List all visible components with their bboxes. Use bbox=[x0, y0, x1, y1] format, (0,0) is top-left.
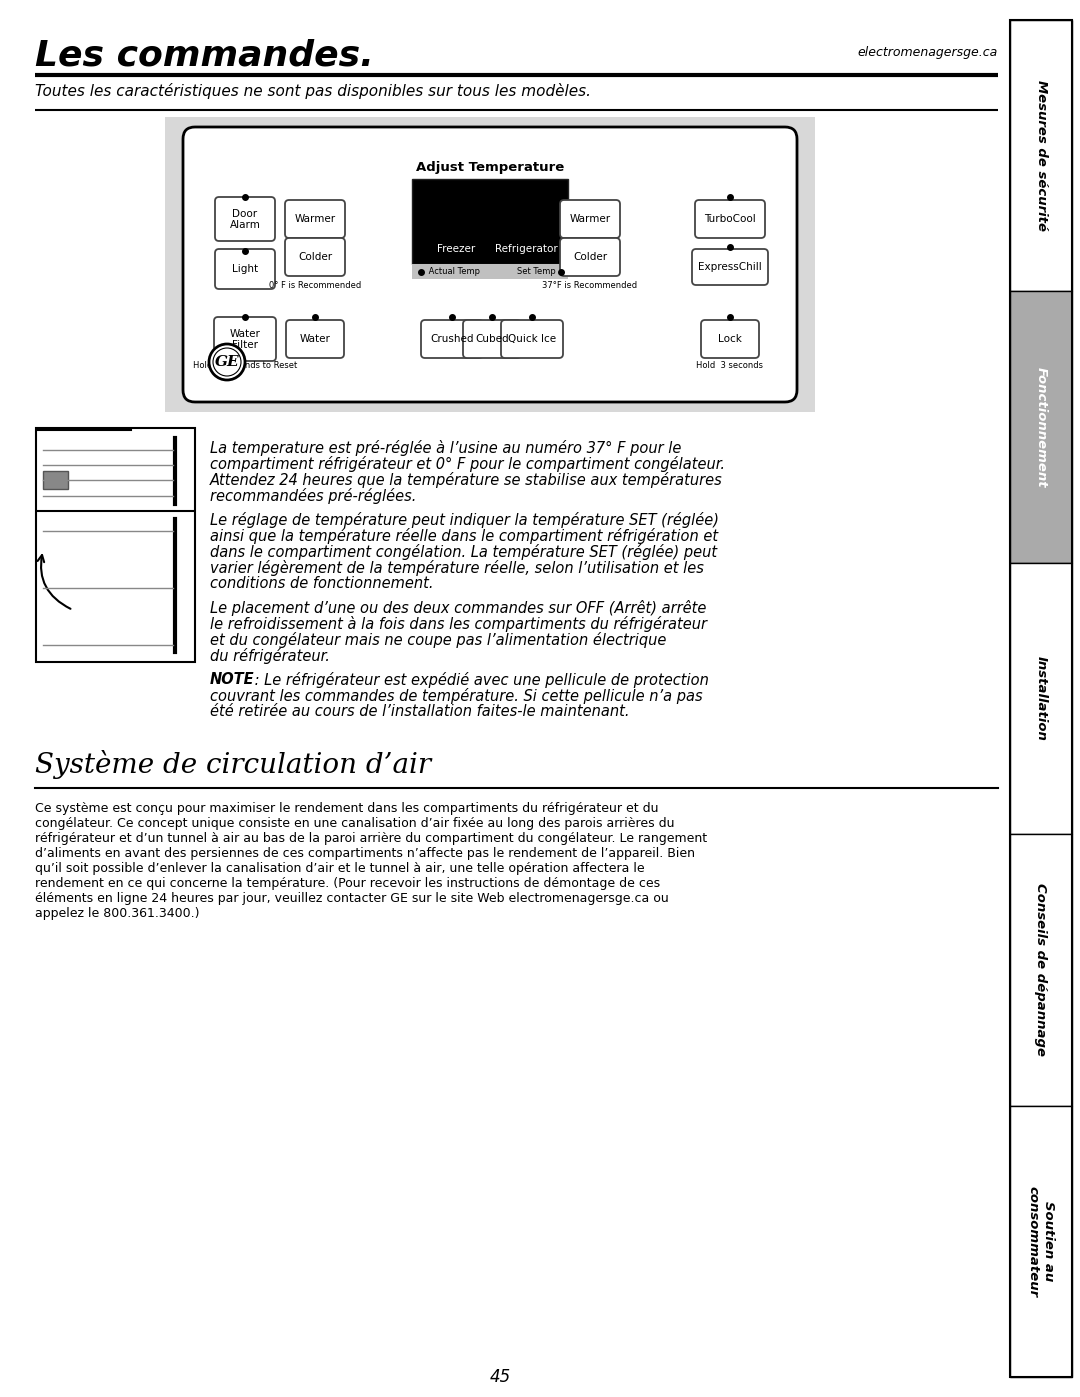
Text: Set Temp: Set Temp bbox=[517, 267, 556, 277]
Text: couvrant les commandes de température. Si cette pellicule n’a pas: couvrant les commandes de température. S… bbox=[210, 687, 703, 704]
Text: Ce système est conçu pour maximiser le rendement dans les compartiments du réfri: Ce système est conçu pour maximiser le r… bbox=[35, 802, 659, 814]
FancyBboxPatch shape bbox=[286, 320, 345, 358]
FancyBboxPatch shape bbox=[215, 197, 275, 242]
Bar bbox=[411, 264, 568, 279]
Text: Filter: Filter bbox=[232, 339, 258, 351]
Text: : Le réfrigérateur est expédié avec une pellicule de protection: : Le réfrigérateur est expédié avec une … bbox=[249, 672, 708, 687]
FancyBboxPatch shape bbox=[692, 249, 768, 285]
Text: appelez le 800.361.3400.): appelez le 800.361.3400.) bbox=[35, 907, 200, 921]
FancyBboxPatch shape bbox=[696, 200, 765, 237]
Text: d’aliments en avant des persiennes de ces compartiments n’affecte pas le rendeme: d’aliments en avant des persiennes de ce… bbox=[35, 847, 696, 861]
Text: Toutes les caractéristiques ne sont pas disponibles sur tous les modèles.: Toutes les caractéristiques ne sont pas … bbox=[35, 82, 591, 99]
Text: été retirée au cours de l’installation faites-le maintenant.: été retirée au cours de l’installation f… bbox=[210, 704, 630, 719]
Text: Water: Water bbox=[230, 330, 260, 339]
Text: Système de circulation d’air: Système de circulation d’air bbox=[35, 750, 431, 780]
Text: Le placement d’une ou des deux commandes sur OFF (Arrêt) arrête: Le placement d’une ou des deux commandes… bbox=[210, 599, 706, 616]
FancyBboxPatch shape bbox=[463, 320, 521, 358]
Text: 0° F is Recommended: 0° F is Recommended bbox=[269, 281, 361, 291]
Bar bbox=[1010, 834, 1072, 1105]
Text: Water: Water bbox=[299, 334, 330, 344]
Text: et du congélateur mais ne coupe pas l’alimentation électrique: et du congélateur mais ne coupe pas l’al… bbox=[210, 631, 666, 648]
Text: Attendez 24 heures que la température se stabilise aux températures: Attendez 24 heures que la température se… bbox=[210, 472, 723, 488]
FancyBboxPatch shape bbox=[214, 317, 276, 360]
FancyBboxPatch shape bbox=[215, 249, 275, 289]
Text: GE: GE bbox=[215, 355, 240, 369]
FancyBboxPatch shape bbox=[561, 237, 620, 277]
Circle shape bbox=[210, 344, 245, 380]
Text: Quick Ice: Quick Ice bbox=[508, 334, 556, 344]
Text: recommandées pré-réglées.: recommandées pré-réglées. bbox=[210, 488, 417, 504]
Text: qu’il soit possible d’enlever la canalisation d’air et le tunnel à air, une tell: qu’il soit possible d’enlever la canalis… bbox=[35, 862, 645, 875]
Text: Crushed: Crushed bbox=[430, 334, 474, 344]
Text: electromenagersge.ca: electromenagersge.ca bbox=[858, 46, 998, 59]
Bar bbox=[411, 179, 568, 264]
Text: Warmer: Warmer bbox=[295, 214, 336, 224]
Bar bbox=[1010, 292, 1072, 563]
Text: Cubed: Cubed bbox=[475, 334, 509, 344]
Text: Alarm: Alarm bbox=[230, 219, 260, 231]
Text: Freezer: Freezer bbox=[437, 244, 475, 254]
Text: Mesures de sécurité: Mesures de sécurité bbox=[1035, 80, 1048, 231]
FancyArrowPatch shape bbox=[38, 555, 70, 609]
Text: le refroidissement à la fois dans les compartiments du réfrigérateur: le refroidissement à la fois dans les co… bbox=[210, 616, 707, 631]
Text: Colder: Colder bbox=[572, 251, 607, 263]
Text: Lock: Lock bbox=[718, 334, 742, 344]
Text: ainsi que la température réelle dans le compartiment réfrigération et: ainsi que la température réelle dans le … bbox=[210, 528, 718, 543]
Bar bbox=[1010, 20, 1072, 1377]
FancyBboxPatch shape bbox=[501, 320, 563, 358]
Text: Hold  3 seconds to Reset: Hold 3 seconds to Reset bbox=[193, 360, 297, 370]
Text: Warmer: Warmer bbox=[569, 214, 610, 224]
Text: Refrigerator: Refrigerator bbox=[496, 244, 558, 254]
Text: Actual Temp: Actual Temp bbox=[426, 267, 480, 277]
Text: Le réglage de température peut indiquer la température SET (réglée): Le réglage de température peut indiquer … bbox=[210, 511, 719, 528]
FancyBboxPatch shape bbox=[701, 320, 759, 358]
FancyBboxPatch shape bbox=[285, 237, 345, 277]
Text: varier légèrement de la température réelle, selon l’utilisation et les: varier légèrement de la température réel… bbox=[210, 560, 704, 576]
Text: Fonctionnement: Fonctionnement bbox=[1035, 367, 1048, 488]
FancyBboxPatch shape bbox=[285, 200, 345, 237]
Text: conditions de fonctionnement.: conditions de fonctionnement. bbox=[210, 576, 433, 591]
Text: TurboCool: TurboCool bbox=[704, 214, 756, 224]
FancyBboxPatch shape bbox=[421, 320, 483, 358]
Text: Installation: Installation bbox=[1035, 657, 1048, 740]
Bar bbox=[165, 117, 815, 412]
Bar bbox=[1010, 563, 1072, 834]
Bar bbox=[1010, 20, 1072, 292]
Text: éléments en ligne 24 heures par jour, veuillez contacter GE sur le site Web elec: éléments en ligne 24 heures par jour, ve… bbox=[35, 893, 669, 905]
Text: réfrigérateur et d’un tunnel à air au bas de la paroi arrière du compartiment du: réfrigérateur et d’un tunnel à air au ba… bbox=[35, 833, 707, 845]
Bar bbox=[1010, 1105, 1072, 1377]
FancyBboxPatch shape bbox=[561, 200, 620, 237]
Text: Door: Door bbox=[232, 210, 257, 219]
Text: Adjust Temperature: Adjust Temperature bbox=[416, 161, 564, 173]
Text: NOTE: NOTE bbox=[210, 672, 255, 687]
Text: 45: 45 bbox=[489, 1368, 511, 1386]
Bar bbox=[43, 471, 68, 489]
Text: Light: Light bbox=[232, 264, 258, 274]
Text: dans le compartiment congélation. La température SET (réglée) peut: dans le compartiment congélation. La tem… bbox=[210, 543, 717, 560]
Text: Colder: Colder bbox=[298, 251, 332, 263]
Text: compartiment réfrigérateur et 0° F pour le compartiment congélateur.: compartiment réfrigérateur et 0° F pour … bbox=[210, 455, 725, 472]
Text: ExpressChill: ExpressChill bbox=[698, 263, 761, 272]
FancyBboxPatch shape bbox=[183, 127, 797, 402]
Text: Les commandes.: Les commandes. bbox=[35, 38, 374, 73]
FancyBboxPatch shape bbox=[36, 427, 195, 662]
Text: rendement en ce qui concerne la température. (Pour recevoir les instructions de : rendement en ce qui concerne la températ… bbox=[35, 877, 660, 890]
Text: Soutien au
consommateur: Soutien au consommateur bbox=[1027, 1186, 1055, 1296]
Text: du réfrigérateur.: du réfrigérateur. bbox=[210, 648, 329, 664]
Text: Conseils de dépannage: Conseils de dépannage bbox=[1035, 883, 1048, 1056]
Text: Hold  3 seconds: Hold 3 seconds bbox=[697, 360, 764, 370]
Text: congélateur. Ce concept unique consiste en une canalisation d’air fixée au long : congélateur. Ce concept unique consiste … bbox=[35, 817, 675, 830]
Text: 37°F is Recommended: 37°F is Recommended bbox=[542, 281, 637, 291]
Text: La temperature est pré-réglée à l’usine au numéro 37° F pour le: La temperature est pré-réglée à l’usine … bbox=[210, 440, 681, 455]
